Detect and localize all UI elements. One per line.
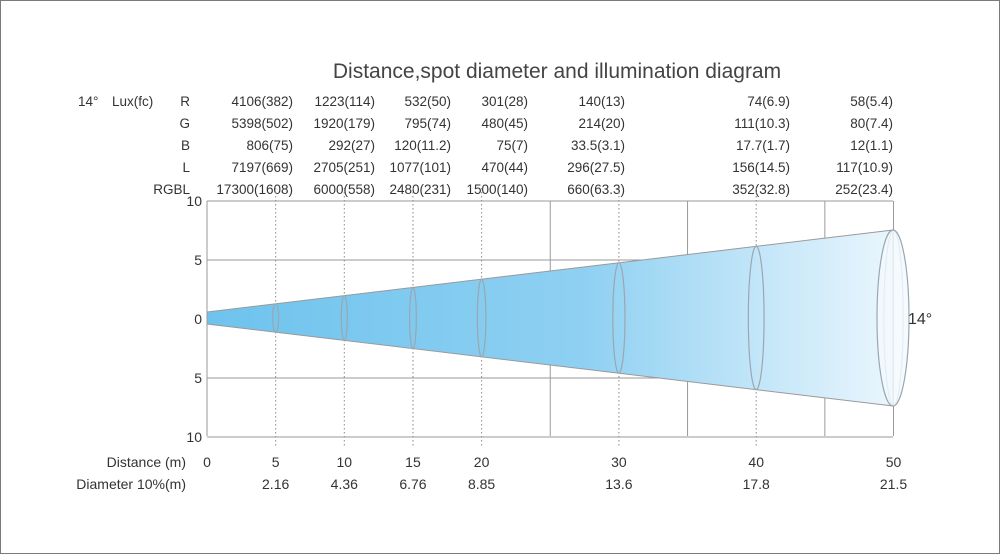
lux-angle-label: 14°	[78, 94, 98, 109]
lux-value: 120(11.2)	[394, 138, 451, 153]
lux-value: 17300(1608)	[216, 182, 293, 197]
lux-value: 352(32.8)	[732, 182, 790, 197]
lux-unit-label: Lux(fc)	[112, 94, 153, 109]
lux-value: 660(63.3)	[567, 182, 625, 197]
lux-value: 111(10.3)	[734, 116, 790, 131]
lux-value: 292(27)	[328, 138, 375, 153]
distance-value: 40	[748, 454, 764, 470]
lux-value: 12(1.1)	[850, 138, 893, 153]
y-tick-label: 5	[194, 252, 202, 268]
lux-value: 214(20)	[578, 116, 625, 131]
lux-value: 58(5.4)	[850, 94, 893, 109]
lux-value: 75(7)	[496, 138, 528, 153]
lux-value: 301(28)	[481, 94, 528, 109]
footer-values: 0 5 10 15 20 30 40 50 2.16 4.36 6.76 8.85 13.6 17.8 21…	[203, 454, 907, 492]
beam-cross-section	[408, 286, 417, 350]
beam-cross-section	[476, 278, 487, 358]
diameter-value: 6.76	[399, 476, 426, 492]
diameter-value: 13.6	[605, 476, 632, 492]
lux-value: 532(50)	[404, 94, 451, 109]
lux-value: 1077(101)	[389, 160, 451, 175]
diagram-title: Distance,spot diameter and illumination …	[333, 60, 781, 83]
y-tick-label: 10	[186, 193, 202, 209]
diameter-label: Diameter 10%(m)	[76, 476, 186, 492]
lux-value: 117(10.9)	[836, 160, 893, 175]
lux-value: 1223(114)	[314, 94, 375, 109]
distance-value: 15	[405, 454, 421, 470]
diameter-value: 21.5	[880, 476, 907, 492]
distance-value: 30	[611, 454, 627, 470]
lux-value: 33.5(3.1)	[571, 138, 625, 153]
lux-value: 795(74)	[404, 116, 451, 131]
beam-cross-section	[747, 245, 765, 391]
beam-cross-section	[612, 262, 626, 374]
lux-value: 140(13)	[578, 94, 625, 109]
lux-value: 156(14.5)	[732, 160, 790, 175]
distance-value: 50	[886, 454, 902, 470]
lux-value: 480(45)	[481, 116, 528, 131]
lux-row-label: RGBL	[153, 182, 190, 197]
diameter-value: 8.85	[468, 476, 495, 492]
lux-row-label: G	[179, 116, 190, 131]
distance-value: 5	[272, 454, 280, 470]
lux-value: 296(27.5)	[567, 160, 625, 175]
lux-value: 1500(140)	[466, 182, 528, 197]
beam-cone	[206, 229, 910, 407]
lux-value: 1920(179)	[313, 116, 375, 131]
lux-value: 252(23.4)	[835, 182, 893, 197]
lux-row-label: B	[181, 138, 190, 153]
beam-end-ellipse	[876, 229, 910, 407]
y-axis-ticks: 10 5 0 5 10	[186, 193, 202, 445]
distance-value: 20	[474, 454, 490, 470]
lux-value: 17.7(1.7)	[736, 138, 790, 153]
lux-table: R 4106(382) 1223(114) 532(50) 301(28) 140(13)…	[153, 94, 893, 197]
lux-row-label: L	[182, 160, 190, 175]
y-tick-label: 10	[186, 429, 202, 445]
beam-angle-label: 14°	[908, 311, 932, 328]
lux-value: 74(6.9)	[747, 94, 790, 109]
y-tick-label: 0	[194, 311, 202, 327]
lux-value: 5398(502)	[231, 116, 293, 131]
beam-cross-section	[340, 295, 348, 342]
lux-value: 4106(382)	[231, 94, 293, 109]
lux-value: 7197(669)	[231, 160, 293, 175]
distance-value: 0	[203, 454, 211, 470]
lux-value: 80(7.4)	[850, 116, 893, 131]
lux-value: 806(75)	[246, 138, 293, 153]
lux-value: 470(44)	[481, 160, 528, 175]
lux-value: 2480(231)	[389, 182, 451, 197]
diameter-value: 17.8	[743, 476, 770, 492]
lux-row-label: R	[180, 94, 190, 109]
lux-value: 2705(251)	[313, 160, 375, 175]
distance-label: Distance (m)	[107, 454, 186, 470]
y-tick-label: 5	[194, 370, 202, 386]
diameter-value: 2.16	[262, 476, 289, 492]
diameter-value: 4.36	[331, 476, 358, 492]
beam-cross-section	[272, 303, 280, 333]
distance-value: 10	[337, 454, 353, 470]
